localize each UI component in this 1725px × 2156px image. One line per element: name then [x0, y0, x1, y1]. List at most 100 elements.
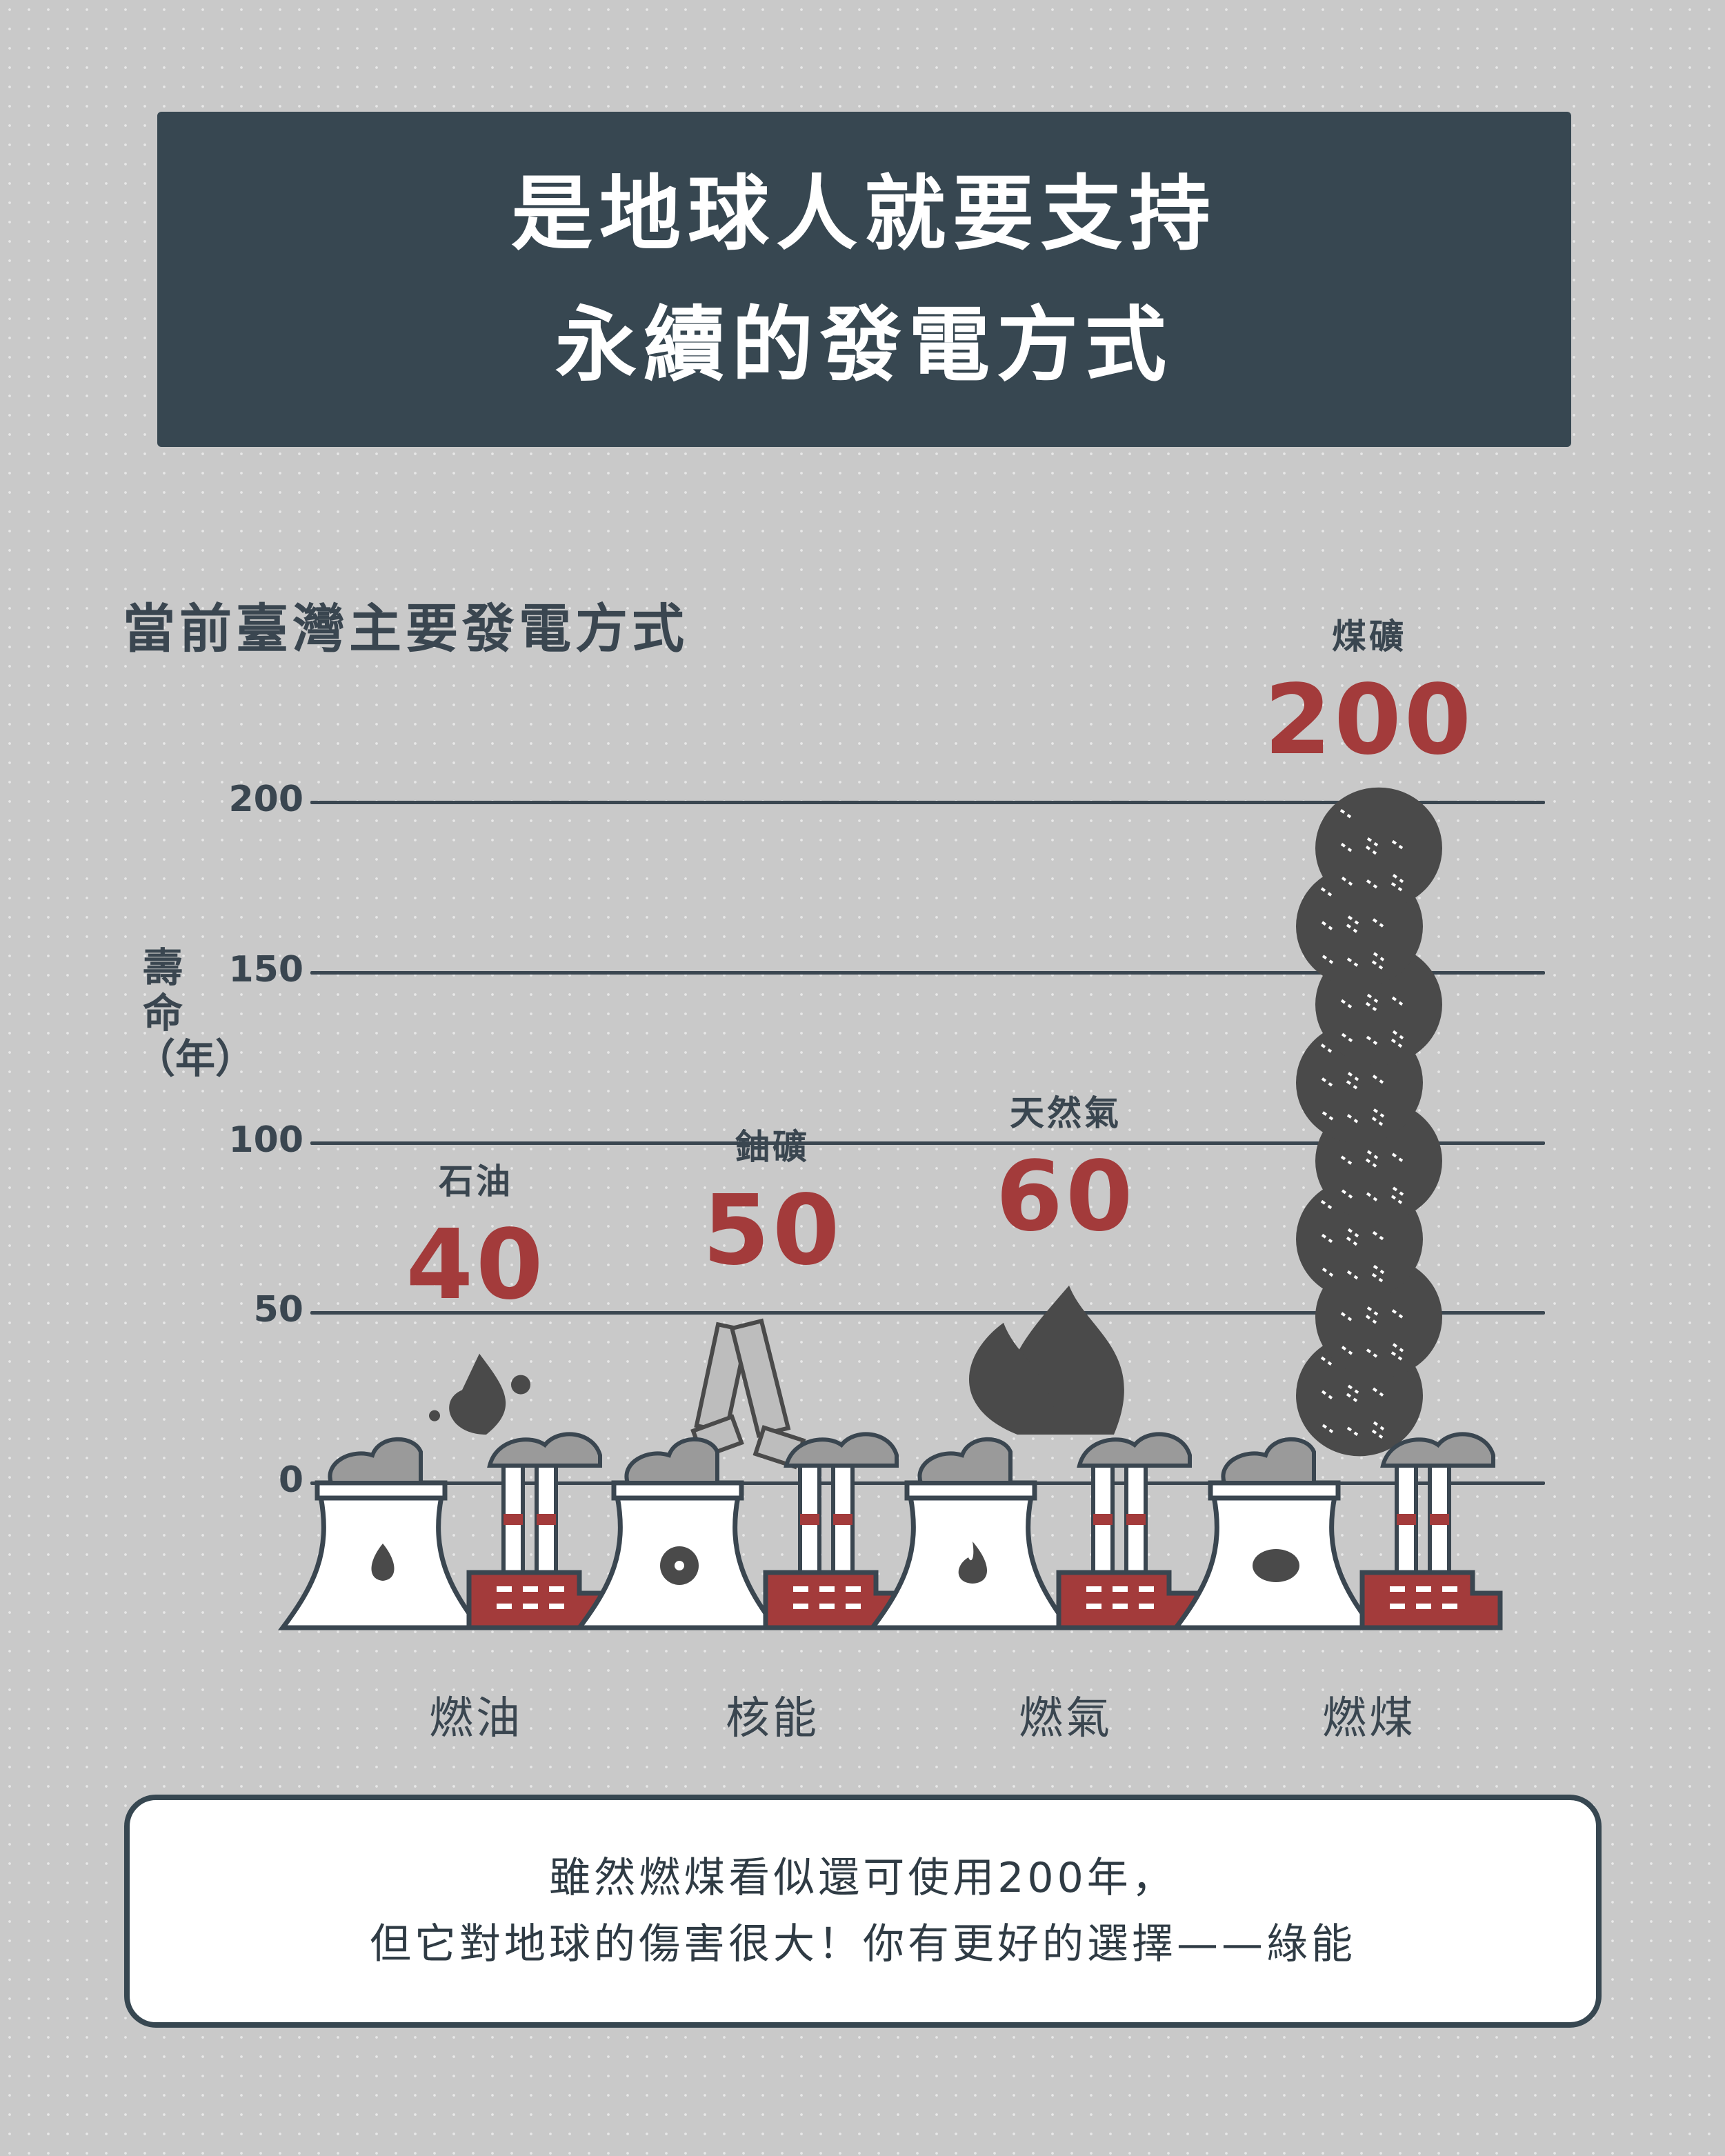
smoke-speck — [1366, 1192, 1378, 1201]
smoke-speck — [1365, 1158, 1377, 1168]
smoke-speck — [1392, 1030, 1404, 1040]
smoke-speck — [1320, 1044, 1333, 1053]
chart-title: 當前臺灣主要發電方式 — [123, 598, 688, 659]
factory-window — [497, 1586, 512, 1592]
smoke-speck — [1372, 1230, 1384, 1241]
factory-window — [846, 1604, 861, 1609]
smoke-speck — [1346, 924, 1358, 933]
smoke-speck — [1391, 996, 1404, 1006]
rod-mark — [729, 1318, 791, 1438]
smoke-mark — [969, 1285, 1124, 1435]
factory-block — [1056, 1570, 1199, 1630]
smoke-speck — [1391, 1309, 1404, 1319]
smoke-mark — [1296, 787, 1442, 1457]
tower-rim — [315, 1480, 448, 1501]
factory-window — [1390, 1604, 1405, 1609]
smoke-speck — [1373, 1108, 1385, 1118]
smoke-dot — [511, 1375, 530, 1395]
resource-label: 天然氣 — [1010, 1092, 1121, 1133]
tower-puff — [917, 1437, 1013, 1485]
factory-window — [497, 1604, 512, 1609]
smoke-speck — [1371, 1429, 1384, 1439]
radiation-core — [675, 1561, 684, 1570]
smoke-speck — [1346, 1393, 1358, 1402]
smoke-speck — [1365, 846, 1377, 855]
factory-window — [523, 1586, 538, 1592]
factory-window — [1416, 1586, 1431, 1592]
coal-lump-icon — [1253, 1549, 1299, 1582]
title-banner: 是地球人就要支持 永續的發電方式 — [157, 112, 1571, 447]
factory-window — [1442, 1604, 1457, 1609]
smoke-speck — [1373, 952, 1385, 961]
power-plant-icon — [868, 1432, 1199, 1630]
factory-window — [1113, 1586, 1128, 1592]
smoke-speck — [1347, 915, 1359, 925]
smoke-speck — [1366, 1306, 1379, 1316]
factory-window — [793, 1604, 808, 1609]
gridline — [310, 970, 1545, 975]
note-box: 雖然燃煤看似還可使用200年， 但它對地球的傷害很大！你有更好的選擇——綠能 — [124, 1795, 1602, 2028]
chimney-stripe — [537, 1514, 556, 1525]
smoke-speck — [1373, 1264, 1385, 1275]
data-label: 40 — [406, 1208, 546, 1321]
y-tick-label: 200 — [228, 779, 303, 820]
smoke-speck — [1392, 1343, 1404, 1353]
gridline — [310, 1141, 1545, 1145]
smoke-speck — [1346, 1426, 1359, 1436]
power-plant-icon — [278, 1432, 610, 1630]
smoke-speck — [1372, 1075, 1384, 1084]
drop-mark — [449, 1353, 506, 1435]
chimney-smoke — [1380, 1432, 1495, 1468]
flame-mark — [969, 1322, 1059, 1435]
smoke-speck — [1341, 1032, 1353, 1043]
data-label: 60 — [995, 1140, 1136, 1253]
factory-window — [1086, 1586, 1101, 1592]
y-tick-label: 0 — [278, 1459, 303, 1501]
data-label: 200 — [1264, 664, 1475, 777]
smoke-speck — [1390, 1195, 1403, 1204]
factory-window — [1416, 1604, 1431, 1609]
data-label: 50 — [702, 1175, 843, 1288]
smoke-speck — [1320, 1199, 1333, 1210]
smoke-speck — [1321, 1390, 1333, 1399]
smoke-dot — [429, 1410, 440, 1421]
factory-window — [1139, 1586, 1154, 1592]
smoke-speck — [1366, 837, 1379, 847]
smoke-speck — [1371, 1117, 1384, 1126]
tower-rim — [904, 1480, 1037, 1501]
chimney-stripe — [1397, 1514, 1416, 1525]
tower-puff — [624, 1437, 719, 1485]
note-line-1: 雖然燃煤看似還可使用200年， — [549, 1854, 1177, 1902]
factory-window — [793, 1586, 808, 1592]
smoke-speck — [1366, 879, 1378, 889]
smoke-speck — [1322, 1111, 1334, 1121]
factory-window — [1442, 1586, 1457, 1592]
chimney-smoke — [1077, 1432, 1192, 1468]
smoke-speck — [1340, 1312, 1353, 1321]
smoke-speck — [1340, 843, 1353, 852]
smoke-speck — [1322, 1424, 1334, 1433]
flame-icon — [958, 1541, 988, 1584]
smoke-speck — [1390, 882, 1403, 892]
y-tick-label: 100 — [228, 1119, 303, 1161]
chimney-smoke — [784, 1432, 899, 1468]
chimney-stripe — [1093, 1514, 1113, 1525]
x-tick-label: 核能 — [726, 1693, 819, 1744]
smoke-speck — [1347, 1384, 1359, 1394]
factory-window — [846, 1586, 861, 1592]
note-line-2: 但它對地球的傷害很大！你有更好的選擇——綠能 — [370, 1920, 1356, 1968]
chimney-stripe — [800, 1514, 819, 1525]
factory-window — [1390, 1586, 1405, 1592]
factory-window — [549, 1604, 564, 1609]
oil-drop-icon — [371, 1544, 395, 1581]
chimney-stripe — [1126, 1514, 1146, 1525]
factory-block — [1359, 1570, 1503, 1630]
factory-window — [549, 1586, 564, 1592]
gridline — [310, 1311, 1545, 1315]
smoke-speck — [1366, 1035, 1378, 1046]
tower-rim — [611, 1480, 744, 1501]
smoke-speck — [1322, 955, 1334, 964]
smoke-speck — [1320, 1356, 1333, 1366]
x-tick-label: 燃油 — [429, 1693, 523, 1744]
smoke-speck — [1391, 1152, 1404, 1162]
